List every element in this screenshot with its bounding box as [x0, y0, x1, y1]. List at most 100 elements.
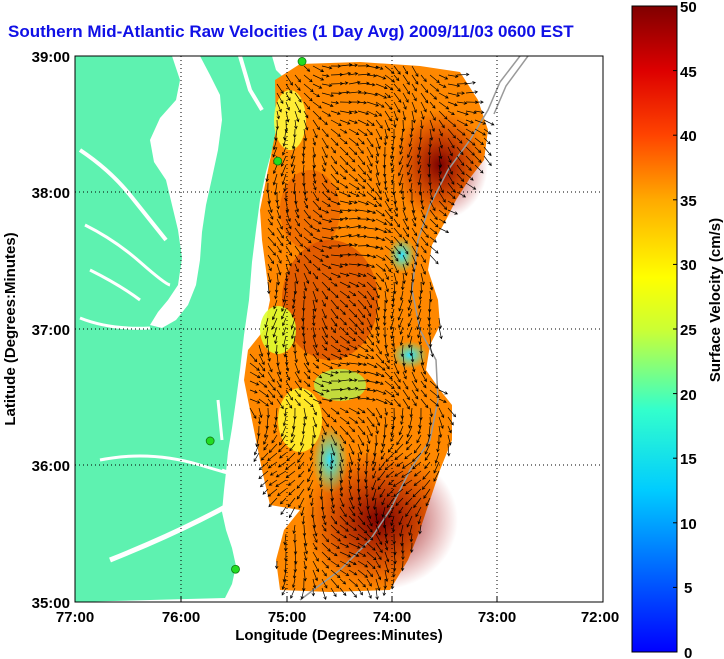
velocity-arrow	[417, 155, 422, 165]
velocity-arrow	[375, 290, 380, 299]
velocity-arrow	[291, 137, 296, 150]
velocity-arrow	[330, 533, 341, 542]
velocity-arrow	[410, 119, 415, 132]
velocity-arrow	[393, 101, 401, 113]
velocity-arrow	[321, 191, 332, 201]
velocity-arrow	[321, 569, 327, 577]
velocity-arrow	[381, 506, 386, 518]
velocity-arrow	[283, 560, 288, 574]
velocity-arrow	[276, 398, 284, 410]
velocity-arrow	[321, 200, 331, 207]
velocity-arrow	[407, 299, 413, 311]
colorbar-tick-label: 45	[680, 64, 697, 81]
velocity-arrow	[339, 208, 352, 213]
velocity-arrow	[405, 497, 413, 506]
velocity-arrow	[357, 578, 366, 588]
velocity-arrow	[255, 434, 260, 448]
velocity-arrow	[330, 128, 341, 137]
velocity-arrow	[275, 470, 287, 478]
velocity-arrow	[294, 263, 299, 273]
velocity-arrow	[282, 146, 287, 156]
velocity-arrow	[438, 137, 443, 149]
velocity-arrow	[285, 227, 291, 236]
velocity-arrow	[411, 101, 417, 114]
velocity-arrow	[294, 389, 301, 398]
velocity-arrow	[348, 542, 361, 549]
velocity-arrow	[399, 335, 404, 346]
velocity-arrow	[268, 479, 278, 486]
velocity-arrow	[267, 245, 276, 256]
velocity-arrow	[318, 461, 323, 475]
velocity-arrow	[380, 452, 386, 460]
velocity-arrow	[375, 389, 387, 395]
velocity-arrow	[321, 263, 332, 269]
velocity-arrow	[321, 389, 330, 393]
velocity-arrow	[399, 290, 404, 301]
velocity-arrow	[348, 137, 359, 146]
velocity-arrow	[293, 542, 298, 555]
velocity-arrow	[294, 200, 300, 213]
velocity-arrow	[267, 488, 278, 497]
velocity-arrow	[393, 65, 401, 75]
velocity-arrow	[411, 83, 417, 92]
velocity-arrow	[267, 272, 272, 283]
velocity-arrow	[366, 101, 380, 107]
velocity-arrow	[321, 353, 331, 361]
velocity-arrow	[339, 362, 351, 366]
velocity-arrow	[303, 407, 308, 420]
velocity-arrow	[321, 533, 330, 543]
velocity-arrow	[258, 353, 265, 366]
velocity-arrow	[366, 524, 373, 533]
velocity-arrow	[438, 101, 450, 110]
potomac-river	[78, 148, 168, 242]
velocity-arrow	[357, 234, 368, 239]
velocity-arrow	[375, 65, 384, 70]
velocity-arrow	[474, 146, 482, 154]
velocity-arrow	[312, 569, 318, 582]
velocity-arrow	[456, 91, 465, 95]
velocity-arrow	[393, 200, 399, 212]
velocity-arrow	[393, 218, 401, 228]
velocity-arrow	[303, 209, 311, 220]
velocity-arrow	[312, 335, 318, 349]
velocity-arrow	[290, 146, 296, 160]
velocity-arrow	[438, 128, 443, 137]
colorbar-tick-label: 35	[680, 193, 697, 210]
velocity-arrow	[249, 353, 258, 363]
velocity-arrow	[273, 425, 278, 434]
velocity-arrow	[257, 416, 262, 425]
velocity-arrow	[418, 524, 422, 535]
velocity-arrow	[330, 335, 339, 344]
velocity-arrow	[294, 380, 302, 391]
velocity-arrow	[465, 128, 475, 135]
velocity-arrow	[348, 497, 355, 510]
velocity-arrow	[408, 308, 413, 318]
velocity-arrow	[339, 434, 347, 445]
velocity-arrow	[474, 137, 484, 146]
velocity-arrow	[288, 488, 296, 496]
velocity-arrow	[405, 488, 413, 495]
velocity-arrow	[411, 263, 416, 273]
velocity-arrow	[391, 290, 396, 302]
velocity-arrow	[393, 227, 402, 238]
velocity-arrow	[447, 101, 458, 107]
velocity-arrow	[312, 380, 325, 387]
velocity-arrow	[366, 407, 376, 417]
velocity-arrow	[375, 272, 385, 283]
velocity-arrow	[330, 137, 339, 147]
velocity-arrow	[411, 380, 419, 392]
velocity-arrow	[312, 92, 321, 98]
velocity-arrow	[401, 191, 405, 201]
velocity-arrow	[366, 569, 374, 578]
colorbar-tick-label: 40	[680, 128, 697, 145]
velocity-arrow	[366, 434, 371, 445]
velocity-arrow	[348, 387, 359, 391]
velocity-arrow	[384, 92, 391, 99]
velocity-arrow	[429, 92, 438, 100]
velocity-arrow	[348, 569, 358, 576]
velocity-arrow	[321, 146, 328, 159]
velocity-arrow	[366, 272, 377, 280]
velocity-arrow	[339, 128, 348, 134]
velocity-arrow	[267, 263, 272, 272]
velocity-arrow	[393, 398, 401, 408]
